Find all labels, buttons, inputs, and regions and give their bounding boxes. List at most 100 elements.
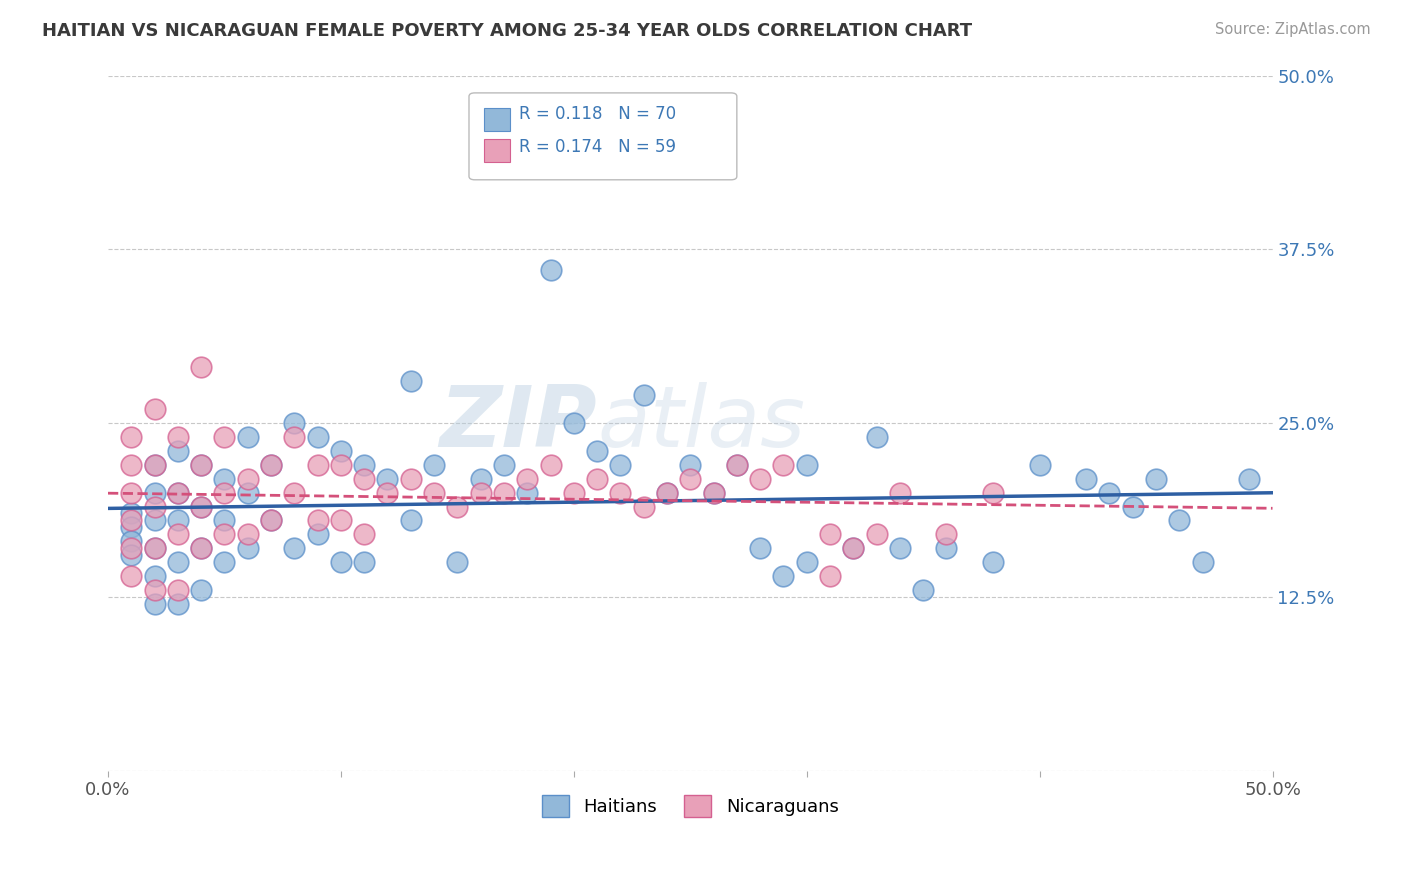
Point: [1028, 458, 1050, 472]
Text: R = 0.174   N = 59: R = 0.174 N = 59: [519, 138, 676, 156]
Point: [120, 520, 142, 534]
Point: [516, 485, 538, 500]
Point: [329, 555, 352, 569]
Point: [143, 485, 166, 500]
Point: [889, 541, 911, 556]
Point: [143, 541, 166, 556]
Point: [353, 458, 375, 472]
Point: [842, 541, 865, 556]
Point: [236, 541, 259, 556]
Point: [796, 555, 818, 569]
Point: [236, 472, 259, 486]
Point: [283, 430, 305, 444]
Point: [353, 555, 375, 569]
Point: [1098, 485, 1121, 500]
Point: [377, 485, 399, 500]
Point: [143, 597, 166, 611]
Point: [307, 513, 329, 527]
Point: [143, 569, 166, 583]
Point: [353, 527, 375, 541]
Point: [307, 458, 329, 472]
Point: [912, 582, 935, 597]
Point: [236, 485, 259, 500]
Point: [679, 458, 702, 472]
Point: [329, 513, 352, 527]
Point: [470, 472, 492, 486]
Point: [143, 458, 166, 472]
Text: Source: ZipAtlas.com: Source: ZipAtlas.com: [1215, 22, 1371, 37]
Point: [865, 430, 887, 444]
Point: [120, 541, 142, 556]
Point: [655, 485, 678, 500]
Point: [307, 430, 329, 444]
Point: [725, 458, 748, 472]
Point: [143, 513, 166, 527]
Point: [703, 485, 725, 500]
Point: [236, 527, 259, 541]
Point: [703, 485, 725, 500]
Point: [190, 582, 212, 597]
Point: [399, 472, 422, 486]
Point: [1168, 513, 1191, 527]
Point: [190, 360, 212, 375]
Point: [586, 444, 609, 458]
Point: [214, 555, 236, 569]
Point: [749, 472, 772, 486]
Point: [655, 485, 678, 500]
Point: [143, 541, 166, 556]
Point: [190, 541, 212, 556]
Point: [167, 597, 190, 611]
Point: [562, 485, 585, 500]
Point: [167, 555, 190, 569]
Point: [143, 458, 166, 472]
Point: [772, 458, 794, 472]
Point: [935, 527, 957, 541]
Point: [120, 569, 142, 583]
Point: [796, 458, 818, 472]
Point: [120, 513, 142, 527]
Point: [143, 500, 166, 514]
Point: [167, 582, 190, 597]
Point: [725, 458, 748, 472]
Point: [167, 513, 190, 527]
Point: [143, 582, 166, 597]
Point: [120, 548, 142, 562]
Point: [120, 430, 142, 444]
Point: [586, 472, 609, 486]
Text: atlas: atlas: [598, 382, 806, 465]
Point: [260, 513, 283, 527]
Point: [283, 485, 305, 500]
Point: [190, 458, 212, 472]
Point: [446, 555, 468, 569]
Point: [633, 500, 655, 514]
Point: [283, 541, 305, 556]
Point: [492, 485, 515, 500]
Point: [889, 485, 911, 500]
Point: [981, 555, 1004, 569]
Point: [1076, 472, 1098, 486]
Point: [214, 527, 236, 541]
Point: [633, 388, 655, 402]
FancyBboxPatch shape: [470, 93, 737, 180]
Point: [167, 485, 190, 500]
Point: [120, 458, 142, 472]
Point: [562, 416, 585, 430]
Point: [865, 527, 887, 541]
Point: [1144, 472, 1167, 486]
Point: [353, 472, 375, 486]
Text: ZIP: ZIP: [440, 382, 598, 465]
Point: [329, 458, 352, 472]
Point: [190, 500, 212, 514]
Point: [214, 472, 236, 486]
Point: [167, 430, 190, 444]
Point: [1239, 472, 1261, 486]
Bar: [484, 108, 510, 131]
Point: [190, 500, 212, 514]
Point: [470, 485, 492, 500]
Point: [935, 541, 957, 556]
Point: [399, 513, 422, 527]
Point: [516, 472, 538, 486]
Point: [329, 444, 352, 458]
Point: [609, 458, 631, 472]
Point: [214, 485, 236, 500]
